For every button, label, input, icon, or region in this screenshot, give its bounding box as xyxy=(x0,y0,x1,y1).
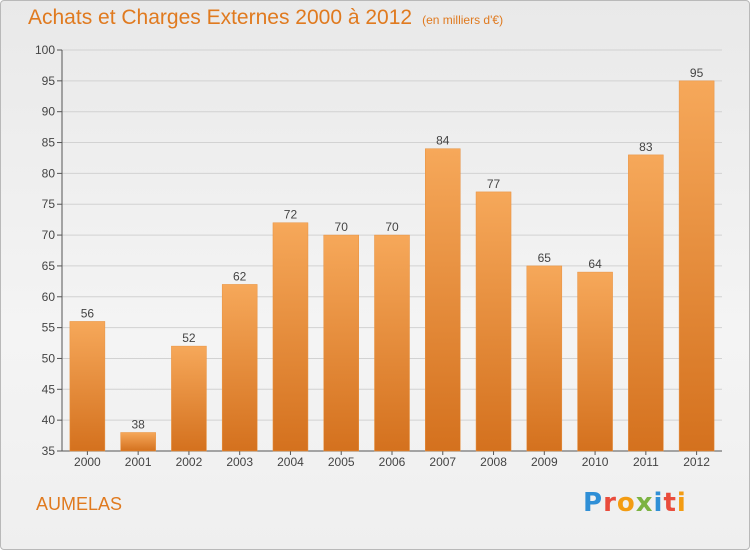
x-tick-label: 2011 xyxy=(633,455,659,469)
bar-2007 xyxy=(425,148,461,452)
bar-2008 xyxy=(475,191,512,452)
bar-2002 xyxy=(171,345,207,452)
data-label: 77 xyxy=(487,177,501,191)
x-tick-label: 2005 xyxy=(328,455,355,469)
data-label: 95 xyxy=(690,66,704,80)
x-tick-label: 2001 xyxy=(125,455,152,469)
x-tick-label: 2002 xyxy=(176,455,203,469)
data-label: 72 xyxy=(284,208,298,222)
y-tick-label: 50 xyxy=(42,351,56,365)
x-tick-label: 2004 xyxy=(277,455,304,469)
logo-letter: o xyxy=(616,488,636,518)
bar-2011 xyxy=(628,154,664,452)
data-label: 83 xyxy=(639,140,653,154)
bar-layer xyxy=(69,80,715,452)
x-tick-label: 2003 xyxy=(226,455,253,469)
bar-2009 xyxy=(526,265,563,452)
data-label: 64 xyxy=(588,257,602,271)
bar-2004 xyxy=(272,222,309,452)
y-tick-label: 45 xyxy=(42,382,56,396)
y-tick-label: 40 xyxy=(42,413,56,427)
x-tick-label: 2010 xyxy=(582,455,609,469)
y-tick-label: 80 xyxy=(42,166,56,180)
y-tick-label: 70 xyxy=(42,228,56,242)
logo-letter: P xyxy=(583,488,604,518)
label-layer: 56 38 52 62 72 70 70 84 77 65 64 83 95 xyxy=(81,66,704,432)
bar-2012 xyxy=(678,80,715,452)
x-tick-label: 2007 xyxy=(429,455,456,469)
x-tick-label: 2000 xyxy=(74,455,101,469)
bar-2005 xyxy=(323,234,359,452)
chart-title: Achats et Charges Externes 2000 à 2012 (e… xyxy=(28,6,503,30)
logo-letter: x xyxy=(635,488,654,518)
chart-subtitle: (en milliers d'€) xyxy=(422,13,504,27)
data-label: 62 xyxy=(233,269,247,283)
bar-2000 xyxy=(69,321,106,452)
logo-letter: r xyxy=(603,488,617,518)
x-tick-label: 2012 xyxy=(683,455,710,469)
chart-title-text: Achats et Charges Externes 2000 à 2012 xyxy=(28,6,413,29)
data-label: 56 xyxy=(81,306,95,320)
y-tick-label: 95 xyxy=(42,74,56,88)
data-label: 38 xyxy=(131,417,145,431)
data-label: 70 xyxy=(385,220,399,234)
commune-name: AUMELAS xyxy=(36,494,123,514)
y-tick-label: 85 xyxy=(42,136,56,150)
y-tick-label: 75 xyxy=(42,197,56,211)
data-label: 70 xyxy=(335,220,349,234)
bar-2006 xyxy=(374,234,410,452)
x-tick-label: 2008 xyxy=(480,455,507,469)
logo-letter: i xyxy=(676,488,687,518)
x-tick-label: 2006 xyxy=(379,455,406,469)
data-label: 52 xyxy=(182,331,196,345)
bar-2010 xyxy=(577,271,613,452)
y-tick-label: 55 xyxy=(42,321,56,335)
bar-2001 xyxy=(120,432,156,452)
x-tick-label: 2009 xyxy=(531,455,558,469)
proxiti-logo: Proxiti xyxy=(583,488,687,518)
logo-letter: t xyxy=(663,488,677,518)
logo-letter: i xyxy=(653,488,664,518)
y-tick-label: 65 xyxy=(42,259,56,273)
y-tick-label: 60 xyxy=(42,290,56,304)
y-tick-label: 35 xyxy=(42,444,56,458)
data-label: 65 xyxy=(538,251,552,265)
y-tick-label: 100 xyxy=(35,43,55,57)
y-tick-label: 90 xyxy=(42,105,56,119)
bar-2003 xyxy=(221,284,258,452)
data-label: 84 xyxy=(436,134,450,148)
